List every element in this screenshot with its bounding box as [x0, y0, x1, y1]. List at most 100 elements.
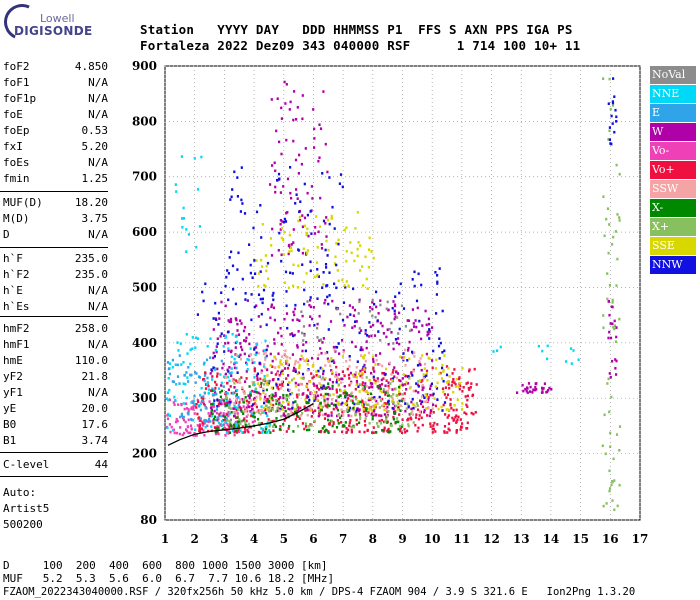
echo-point	[428, 328, 431, 331]
echo-point	[404, 402, 407, 405]
echo-point	[195, 336, 198, 340]
param-row: h`F 235.0	[3, 252, 108, 266]
echo-point	[348, 421, 351, 425]
echo-point	[267, 380, 270, 383]
echo-point	[378, 414, 381, 417]
echo-point	[325, 235, 328, 238]
echo-point	[399, 428, 402, 432]
echo-point	[211, 387, 214, 391]
echo-point	[346, 397, 350, 400]
echo-point	[396, 316, 399, 319]
echo-point	[337, 279, 340, 283]
echo-point	[318, 339, 321, 342]
echo-point	[421, 423, 424, 427]
echo-point	[218, 401, 222, 405]
echo-point	[301, 251, 304, 255]
echo-point	[361, 348, 364, 352]
echo-point	[272, 306, 275, 310]
echo-point	[608, 283, 611, 287]
echo-point	[611, 101, 615, 105]
echo-point	[386, 328, 389, 331]
echo-point	[420, 283, 423, 287]
echo-point	[402, 307, 406, 310]
echo-point	[224, 420, 227, 424]
legend-item-xx: X-	[650, 199, 696, 217]
echo-point	[227, 410, 230, 414]
echo-point	[238, 430, 241, 434]
echo-point	[305, 359, 308, 363]
echo-point	[210, 411, 213, 415]
echo-point	[385, 418, 388, 421]
echo-point	[264, 404, 268, 407]
echo-point	[186, 376, 189, 379]
echo-point	[233, 170, 236, 174]
echo-point	[474, 411, 477, 414]
echo-point	[251, 420, 254, 424]
echo-point	[309, 407, 312, 410]
echo-point	[365, 277, 368, 281]
echo-point	[385, 307, 388, 311]
echo-point	[283, 230, 286, 234]
echo-point	[262, 411, 266, 414]
echo-point	[286, 367, 290, 370]
echo-point	[374, 315, 377, 319]
echo-point	[416, 429, 419, 433]
echo-point	[451, 416, 454, 420]
echo-point	[375, 399, 378, 403]
echo-point	[310, 185, 313, 188]
echo-point	[282, 238, 285, 242]
echo-point	[431, 427, 434, 430]
echo-point	[271, 408, 274, 411]
echo-point	[340, 408, 343, 411]
echo-point	[322, 337, 325, 340]
echo-point	[350, 394, 353, 398]
echo-point	[392, 393, 395, 396]
echo-point	[370, 250, 373, 253]
echo-point	[335, 286, 338, 290]
echo-point	[382, 390, 385, 394]
param-value: 17.6	[81, 418, 109, 431]
echo-point	[453, 381, 456, 384]
echo-point	[278, 383, 281, 387]
echo-point	[294, 381, 297, 385]
echo-point	[213, 355, 216, 358]
echo-point	[270, 371, 273, 374]
echo-point	[290, 332, 294, 335]
param-row: yE 20.0	[3, 402, 108, 416]
echo-point	[303, 288, 306, 292]
echo-point	[305, 401, 308, 405]
echo-point	[458, 387, 461, 391]
echo-point	[345, 392, 348, 395]
echo-point	[249, 263, 252, 267]
echo-point	[447, 383, 450, 386]
echo-point	[216, 416, 219, 419]
echo-point	[390, 395, 393, 398]
echo-point	[257, 409, 260, 412]
echo-point	[325, 239, 328, 243]
echo-point	[408, 386, 411, 390]
echo-point	[395, 341, 398, 345]
echo-point	[399, 409, 402, 412]
echo-point	[250, 389, 254, 393]
echo-point	[224, 304, 227, 308]
echo-point	[227, 388, 230, 391]
echo-point	[259, 325, 262, 328]
echo-point	[326, 295, 329, 299]
echo-point	[458, 382, 462, 385]
echo-point	[287, 374, 290, 377]
echo-point	[310, 415, 313, 418]
echo-point	[327, 302, 330, 306]
echo-point	[611, 301, 614, 304]
echo-point	[324, 387, 327, 390]
echo-point	[436, 398, 439, 401]
echo-point	[535, 382, 538, 385]
echo-point	[280, 386, 283, 390]
echo-point	[253, 419, 256, 423]
echo-point	[269, 431, 272, 434]
echo-point	[366, 413, 369, 417]
echo-point	[615, 433, 619, 436]
param-row: h`F2 235.0	[3, 268, 108, 282]
echo-point	[255, 343, 258, 346]
echo-point	[205, 420, 208, 423]
echo-point	[260, 408, 264, 412]
